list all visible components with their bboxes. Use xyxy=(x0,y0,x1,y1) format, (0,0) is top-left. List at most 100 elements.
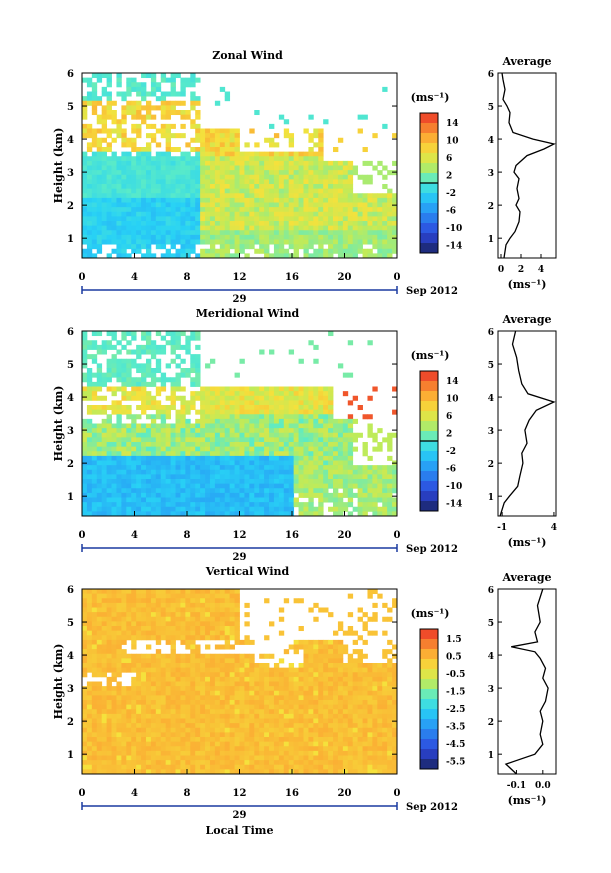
heatmap-cell xyxy=(214,460,221,466)
heatmap-cell xyxy=(141,349,147,355)
heatmap-cell xyxy=(165,469,171,475)
profile-frame xyxy=(497,72,557,259)
heatmap-cell xyxy=(150,667,157,673)
heatmap-cell xyxy=(200,506,206,512)
heatmap-cell xyxy=(180,165,186,171)
heatmap-cell xyxy=(136,626,142,632)
heatmap-cell xyxy=(165,405,171,411)
heatmap-cell xyxy=(82,488,88,494)
heatmap-cell xyxy=(229,160,235,166)
heatmap-cell xyxy=(234,479,240,485)
heatmap-cell xyxy=(283,211,290,217)
heatmap-cell xyxy=(165,723,171,729)
heatmap-cell xyxy=(155,502,162,508)
heatmap-cell xyxy=(180,593,186,599)
heatmap-cell xyxy=(145,202,152,208)
heatmap-cell xyxy=(293,497,299,503)
heatmap-cell xyxy=(328,221,334,227)
heatmap-cell xyxy=(141,704,147,710)
heatmap-cell xyxy=(209,737,216,743)
heatmap-cell xyxy=(150,593,157,599)
heatmap-cell xyxy=(195,593,201,599)
heatmap-cell xyxy=(86,465,93,471)
heatmap-cell xyxy=(214,506,221,512)
heatmap-cell xyxy=(121,119,127,125)
heatmap-cell xyxy=(136,354,142,360)
heatmap-cell xyxy=(185,437,191,443)
heatmap-cell xyxy=(136,432,142,438)
heatmap-cell xyxy=(288,465,295,471)
heatmap-cell xyxy=(362,474,368,480)
heatmap-cell xyxy=(101,437,108,443)
heatmap-cell xyxy=(337,221,344,227)
heatmap-cell xyxy=(283,248,290,254)
heatmap-cell xyxy=(86,230,93,236)
heatmap-cell xyxy=(352,244,359,250)
heatmap-cell xyxy=(116,372,122,378)
heatmap-cell xyxy=(234,718,240,724)
heatmap-cell xyxy=(91,630,98,636)
heatmap-cell xyxy=(219,598,226,604)
heatmap-cell xyxy=(136,492,142,498)
heatmap-cell xyxy=(264,598,270,604)
heatmap-cell xyxy=(209,653,216,659)
heatmap-cell xyxy=(165,105,171,111)
heatmap-cell xyxy=(116,769,122,775)
heatmap-cell xyxy=(136,114,142,120)
heatmap-cell xyxy=(160,764,167,770)
heatmap-cell xyxy=(224,616,231,622)
heatmap-cell xyxy=(239,221,245,227)
heatmap-cell xyxy=(200,695,206,701)
heatmap-cell xyxy=(308,160,314,166)
heatmap-cell xyxy=(155,686,162,692)
heatmap-cell xyxy=(190,497,196,503)
heatmap-cell xyxy=(283,400,290,406)
heatmap-cell xyxy=(229,658,235,664)
heatmap-cell xyxy=(101,188,108,194)
heatmap-cell xyxy=(160,377,167,383)
heatmap-cell xyxy=(101,644,108,650)
heatmap-cell xyxy=(214,602,221,608)
heatmap-cell xyxy=(318,165,324,171)
heatmap-cell xyxy=(259,248,265,254)
heatmap-cell xyxy=(372,211,378,217)
heatmap-cell xyxy=(382,253,388,259)
heatmap-cell xyxy=(219,686,226,692)
heatmap-cell xyxy=(185,170,191,176)
heatmap-cell xyxy=(185,593,191,599)
heatmap-cell xyxy=(234,451,240,457)
heatmap-cell xyxy=(328,230,334,236)
heatmap-cell xyxy=(160,681,167,687)
x-tick-label: 12 xyxy=(233,272,247,283)
heatmap-cell xyxy=(185,460,191,466)
heatmap-cell xyxy=(333,239,339,245)
heatmap-cell xyxy=(254,188,260,194)
heatmap-cell xyxy=(170,727,176,733)
heatmap-cell xyxy=(214,469,221,475)
heatmap-cell xyxy=(96,718,103,724)
heatmap-cell xyxy=(214,750,221,756)
heatmap-cell xyxy=(214,607,221,613)
colorbar-segment xyxy=(420,451,438,462)
heatmap-cell xyxy=(200,593,206,599)
heatmap-cell xyxy=(185,644,191,650)
heatmap-cell xyxy=(283,451,290,457)
heatmap-cell xyxy=(288,423,295,429)
heatmap-cell xyxy=(239,248,245,254)
heatmap-cell xyxy=(382,497,388,503)
colorbar-tick-label: -14 xyxy=(446,241,462,251)
heatmap-cell xyxy=(155,451,162,457)
y-axis-label: Height (km) xyxy=(52,386,65,462)
heatmap-cell xyxy=(121,616,127,622)
colorbar-tick-label: 2 xyxy=(446,171,452,181)
heatmap-cell xyxy=(249,750,255,756)
heatmap-cell xyxy=(126,598,132,604)
heatmap-cell xyxy=(219,755,226,761)
heatmap-cell xyxy=(180,460,186,466)
heatmap-cell xyxy=(298,414,304,420)
heatmap-cell xyxy=(239,760,245,766)
heatmap-cell xyxy=(392,469,398,475)
heatmap-cell xyxy=(121,114,127,120)
heatmap-cell xyxy=(141,709,147,715)
